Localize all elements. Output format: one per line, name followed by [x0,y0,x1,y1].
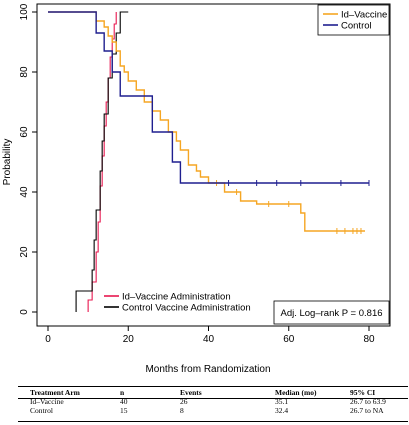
legend-label: Control Vaccine Administration [122,303,251,314]
y-axis-label: Probability [2,139,13,186]
table-header-row: Treatment Arm n Events Median (mo) 95% C… [0,388,409,397]
cell-arm: Id–Vaccine [30,397,64,406]
cell-n: 40 [120,397,128,406]
header-treatment-arm: Treatment Arm [30,388,80,397]
y-tick-label: 60 [19,126,30,138]
x-tick-label: 0 [45,334,51,345]
x-tick-label: 60 [283,334,295,345]
header-n: n [120,388,125,397]
summary-table: Treatment Arm n Events Median (mo) 95% C… [0,388,409,415]
header-events: Events [180,388,202,397]
plot-frame [36,3,391,327]
x-tick-label: 80 [363,334,375,345]
header-ci: 95% CI [350,388,376,397]
legend-label: Id–Vaccine Administration [122,292,231,303]
cell-n: 15 [120,406,128,415]
cell-ci: 26.7 to 63.9 [350,397,386,406]
legend-label: Id–Vaccine [341,10,387,21]
table-rule-bottom [18,421,408,422]
table-rule-mid [18,398,408,399]
axes: 0 20 40 60 80 0 20 40 60 80 100 [19,3,391,345]
cell-events: 8 [180,406,184,415]
series-group [48,11,370,312]
x-tick-label: 40 [203,334,215,345]
table-row: Id–Vaccine 40 26 35.1 26.7 to 63.9 [0,397,409,406]
y-tick-label: 0 [19,309,30,315]
x-tick-label: 20 [123,334,135,345]
y-tick-label: 80 [19,66,30,78]
series-line-0 [48,11,365,232]
legend-label: Control [341,21,372,32]
table-row: Control 15 8 32.4 26.7 to NA [0,406,409,415]
header-median: Median (mo) [275,388,317,397]
legend-top-box [317,4,390,36]
pvalue-text: Adj. Log–rank P = 0.816 [280,308,382,319]
cell-ci: 26.7 to NA [350,406,384,415]
y-tick-label: 100 [19,3,30,20]
cell-events: 26 [180,397,188,406]
y-tick-label: 40 [19,186,30,198]
cell-median: 35.1 [275,397,289,406]
x-axis-label: Months from Randomization [145,364,270,375]
pvalue-box [273,300,390,325]
pvalue-annotation: Adj. Log–rank P = 0.816 [273,300,390,325]
cell-median: 32.4 [275,406,289,415]
series-line-1 [48,11,369,184]
cell-arm: Control [30,406,53,415]
table-rule-top [18,386,408,387]
y-tick-label: 20 [19,246,30,258]
